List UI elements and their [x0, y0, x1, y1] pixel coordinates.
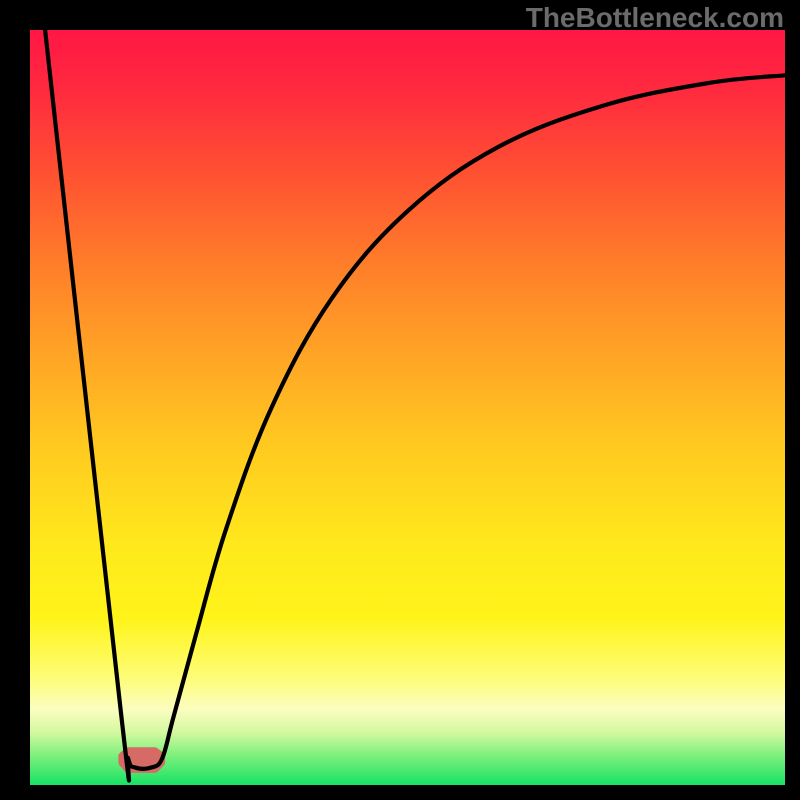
bottleneck-curve [45, 30, 785, 781]
watermark-text: TheBottleneck.com [526, 2, 784, 34]
chart-container [30, 30, 785, 785]
chart-svg [30, 30, 785, 785]
